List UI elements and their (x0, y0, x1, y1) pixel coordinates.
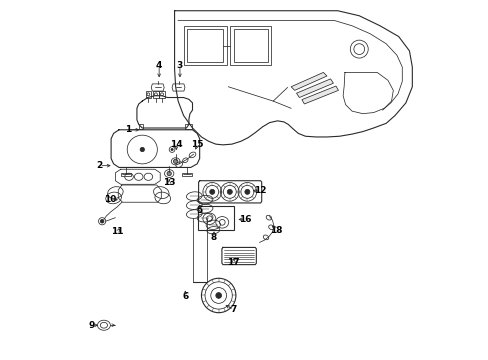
Ellipse shape (171, 148, 173, 150)
Bar (198, 206, 233, 230)
Text: 12: 12 (254, 186, 266, 195)
Text: 11: 11 (111, 228, 123, 237)
Text: 18: 18 (270, 226, 283, 235)
Text: 1: 1 (124, 125, 131, 134)
Text: 15: 15 (190, 140, 203, 149)
Ellipse shape (140, 147, 144, 152)
Text: 14: 14 (170, 140, 183, 149)
Text: 7: 7 (230, 305, 237, 314)
Bar (121, 173, 131, 176)
Text: 9: 9 (89, 321, 95, 330)
Text: 16: 16 (239, 215, 251, 224)
Polygon shape (301, 86, 338, 104)
Text: 8: 8 (210, 233, 217, 242)
Ellipse shape (209, 189, 214, 194)
Polygon shape (296, 79, 333, 98)
Text: 2: 2 (96, 161, 102, 170)
Ellipse shape (173, 159, 178, 163)
Polygon shape (290, 72, 326, 90)
Bar (185, 125, 191, 129)
Text: 10: 10 (103, 195, 116, 204)
Ellipse shape (215, 293, 221, 298)
Ellipse shape (244, 189, 249, 194)
Ellipse shape (167, 171, 171, 176)
Ellipse shape (100, 220, 104, 223)
Bar (139, 125, 142, 129)
Text: 5: 5 (196, 206, 203, 215)
Bar (182, 173, 192, 176)
Text: 4: 4 (156, 61, 162, 70)
Text: 6: 6 (182, 292, 188, 301)
Text: 17: 17 (227, 258, 240, 267)
Text: 13: 13 (163, 178, 175, 187)
Text: 3: 3 (177, 61, 183, 70)
Ellipse shape (227, 189, 232, 194)
